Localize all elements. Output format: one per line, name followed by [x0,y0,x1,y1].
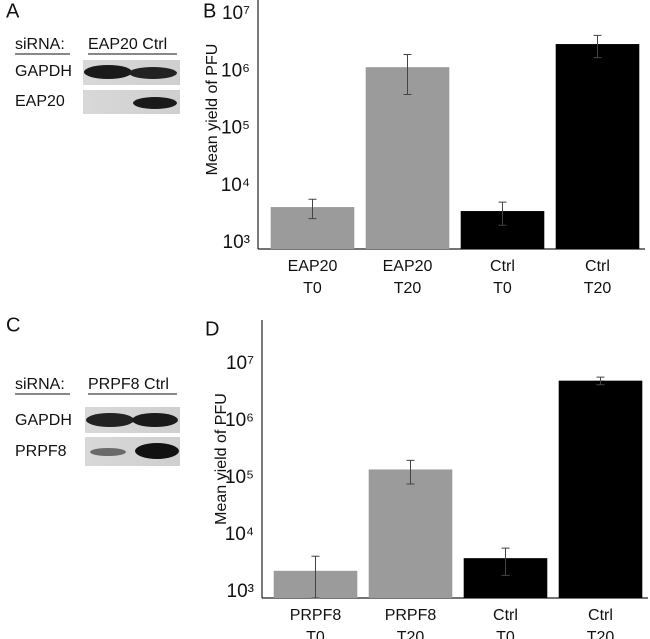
panel-label: A [6,0,20,22]
blot-row-label: GAPDH [15,63,72,80]
bar [558,380,643,598]
band [135,443,179,459]
y-tick-label: 10⁷ [222,3,250,24]
blot-lanes: PRPF8 Ctrl [88,376,169,393]
x-tick-label: Ctrl T20 [587,607,615,639]
panel-label: B [203,0,216,22]
error-bar [498,201,507,226]
x-tick-label: PRPF8 T20 [385,607,437,639]
blot-row-label: GAPDH [15,412,72,429]
panel-label: D [205,318,219,340]
blot-row-label: PRPF8 [15,443,67,460]
error-bar [406,459,415,485]
x-tick-label: EAP20 T0 [288,258,338,297]
error-bar [403,53,412,95]
y-tick-label: 10⁵ [225,467,254,488]
y-tick-label: 10⁵ [221,118,250,139]
band [90,448,126,456]
x-tick-label: Ctrl T0 [490,258,515,297]
band [84,65,132,79]
band [86,413,134,427]
bar [365,67,450,249]
panel-label: C [6,314,20,336]
x-tick-label: EAP20 T20 [383,258,433,297]
error-bar [311,555,320,599]
band [133,97,177,109]
y-tick-label: 10⁴ [225,524,254,545]
blot: siRNA: PRPF8 Ctrl GAPDH PRPF8 [15,376,180,466]
x-tick-label: Ctrl T0 [493,607,518,639]
error-bar [308,198,317,220]
error-bar [593,34,602,59]
blot-row-label: EAP20 [15,93,65,110]
x-tick-label: Ctrl T20 [584,258,612,297]
band [129,67,177,79]
error-bar [501,547,510,576]
y-axis-label: Mean yield of PFU [213,393,230,525]
y-tick-label: 10³ [227,581,254,602]
y-tick-label: 10⁷ [226,353,254,374]
y-tick-label: 10⁶ [221,60,250,81]
y-tick-label: 10⁶ [225,410,254,431]
y-tick-label: 10⁴ [221,175,250,196]
blot-header: siRNA: [15,376,65,393]
band [132,413,178,427]
blot: siRNA: EAP20 Ctrl GAPDH EAP20 [15,36,180,114]
bar [368,469,453,598]
y-tick-label: 10³ [223,232,250,253]
bar [555,44,640,249]
y-axis-label: Mean yield of PFU [204,44,221,176]
blot-header: siRNA: [15,36,65,53]
blot-lanes: EAP20 Ctrl [88,36,167,53]
x-tick-label: PRPF8 T0 [290,607,342,639]
error-bar [596,376,605,386]
